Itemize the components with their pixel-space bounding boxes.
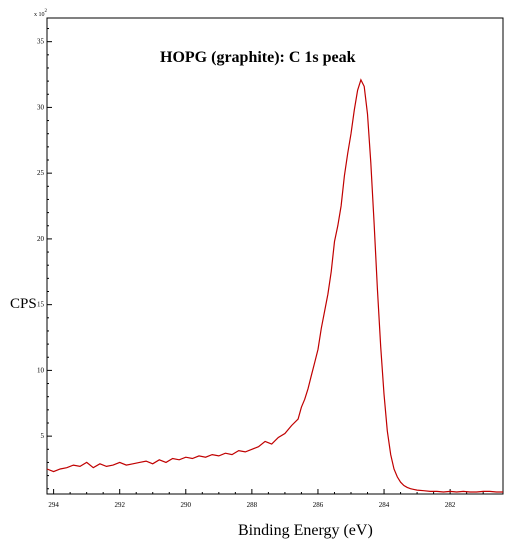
x-tick-label-282: 282	[445, 501, 456, 509]
y-tick-label-25: 25	[37, 169, 45, 177]
y-tick-label-5: 5	[41, 432, 45, 440]
y-tick-label-20: 20	[37, 235, 45, 243]
y-tick-label-10: 10	[37, 366, 45, 374]
chart-title: HOPG (graphite): C 1s peak	[160, 49, 356, 66]
y-tick-label-15: 15	[37, 301, 45, 309]
y-axis-ticks: 5 10 15 20 25 30 35	[37, 28, 52, 490]
plot-frame	[46, 17, 504, 495]
y-multiplier-exponent: 2	[45, 9, 48, 14]
y-tick-label-35: 35	[37, 38, 45, 46]
x-tick-label-284: 284	[379, 501, 390, 509]
x-tick-label-290: 290	[181, 501, 192, 509]
series-line-c1s	[46, 78, 503, 493]
x-tick-label-288: 288	[247, 501, 258, 509]
y-tick-label-30: 30	[37, 103, 45, 111]
x-axis-label: Binding Energy (eV)	[238, 522, 373, 539]
x-axis-ticks: 294 292 290 288 286 284 282	[48, 489, 484, 509]
x-tick-label-286: 286	[313, 501, 324, 509]
x-tick-label-292: 292	[114, 501, 125, 509]
x-tick-label-294: 294	[48, 501, 59, 509]
y-multiplier-base: x 10	[34, 12, 45, 18]
y-multiplier: x 102	[34, 9, 48, 18]
y-axis-label: CPS	[10, 296, 37, 312]
